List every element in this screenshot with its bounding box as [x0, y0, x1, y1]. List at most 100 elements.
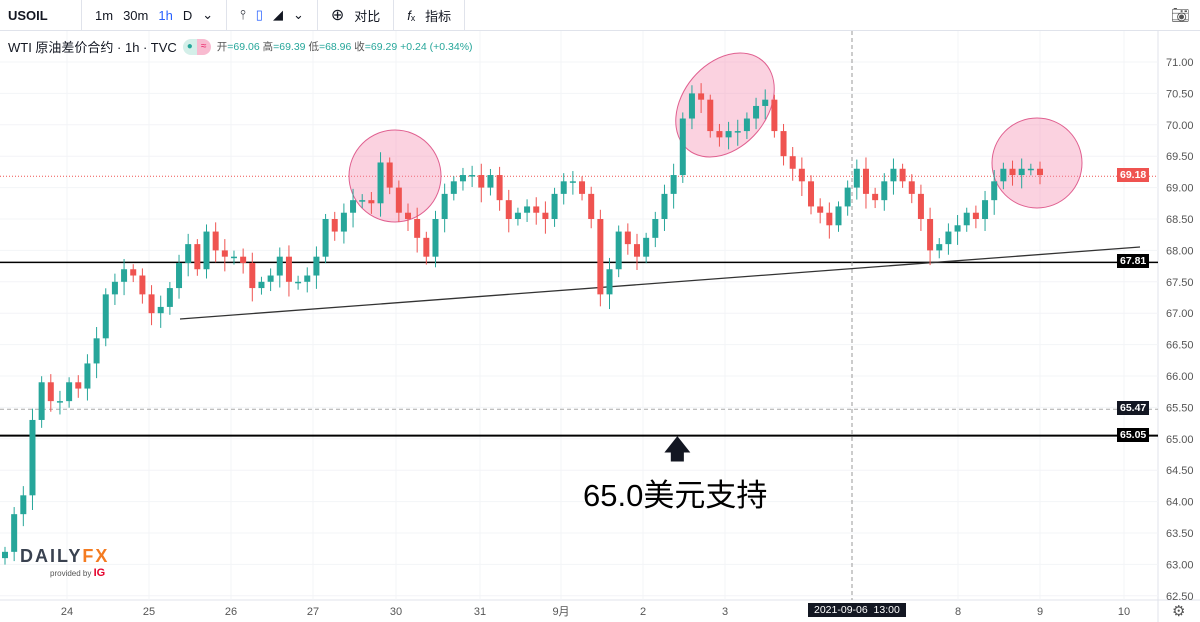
y-tick-label: 70.50: [1166, 88, 1194, 100]
candle-body: [945, 231, 952, 245]
level-price-label: 65.47: [1117, 401, 1150, 416]
y-tick-label: 69.50: [1166, 151, 1194, 163]
x-tick-label: 3: [722, 606, 728, 618]
provided-by-ig: provided by IG: [50, 567, 105, 579]
candle-body: [450, 181, 457, 194]
candle-body: [917, 193, 924, 219]
candle-body: [780, 131, 787, 157]
candle-body: [533, 206, 540, 213]
candle-body: [771, 99, 778, 132]
candle-body: [368, 200, 375, 204]
candle-body: [542, 212, 549, 219]
candle-body: [285, 256, 292, 282]
y-tick-label: 71.00: [1166, 57, 1194, 69]
high-label: 高: [262, 41, 274, 53]
camera-icon[interactable]: 📷︎: [1170, 7, 1190, 24]
bars-icon[interactable]: ⫯: [240, 7, 246, 22]
candle-body: [47, 382, 54, 402]
y-tick-label: 68.00: [1166, 245, 1194, 257]
candle-body: [11, 514, 18, 552]
area-icon[interactable]: ◢: [272, 7, 283, 22]
close-label: 收: [354, 41, 365, 53]
chevron-down-icon[interactable]: ⌄: [202, 7, 214, 22]
candle-body: [716, 131, 723, 138]
x-tick-label: 9: [1037, 606, 1043, 618]
support-annotation: 65.0美元支持: [583, 478, 768, 513]
y-tick-label: 63.00: [1166, 559, 1194, 571]
candle-body: [111, 281, 118, 295]
candle-body: [615, 231, 622, 270]
candle-body: [808, 181, 815, 207]
candle-body: [670, 175, 677, 194]
candle-body: [212, 231, 219, 251]
close-value: =69.29: [364, 41, 398, 53]
candle-body: [102, 294, 109, 339]
symbol-search[interactable]: USOIL: [0, 0, 82, 31]
candle-body: [478, 175, 485, 188]
x-tick-label: 25: [143, 606, 155, 618]
interval-1h[interactable]: 1h: [158, 7, 173, 23]
candle-body: [707, 99, 714, 132]
interval-1m[interactable]: 1m: [95, 7, 114, 23]
candle-body: [652, 219, 659, 238]
candle-body: [514, 212, 521, 219]
x-tick-label: 27: [307, 606, 319, 618]
candle-body: [753, 105, 760, 119]
candle-body: [331, 219, 338, 232]
chart-legend: WTI 原油差价合约 · 1h · TVC ● ≈ 开=69.06 高=69.39…: [8, 37, 473, 56]
candle-body: [743, 118, 750, 132]
interval-d[interactable]: D: [182, 7, 193, 23]
candle-body: [908, 181, 915, 194]
dailyfx-logo: DAILYFX: [20, 546, 110, 566]
compare-label: 对比: [354, 8, 381, 24]
candles-icon[interactable]: ▯: [255, 7, 263, 22]
y-tick-label: 62.50: [1166, 591, 1194, 603]
x-tick-label: 8: [955, 606, 961, 618]
plus-circle-icon: ⊕: [330, 7, 345, 24]
x-tick-label: 30: [390, 606, 402, 618]
change-value: +0.24 (+0.34%): [400, 41, 473, 53]
candle-body: [139, 275, 146, 295]
indicators-button[interactable]: fₓ 指标: [394, 0, 466, 31]
candle-body: [1009, 168, 1016, 176]
candle-body: [249, 262, 256, 289]
candle-body: [954, 225, 961, 232]
candle-body: [1037, 168, 1043, 176]
candle-body: [1018, 168, 1025, 176]
settings-gear-icon[interactable]: ⚙: [1172, 603, 1186, 620]
candle-body: [844, 187, 851, 207]
candle-body: [295, 281, 302, 284]
candle-body: [359, 200, 366, 202]
candle-body: [487, 175, 494, 188]
candle-body: [496, 175, 503, 201]
candle-body: [734, 131, 741, 133]
candle-body: [862, 168, 869, 194]
chevron-down-icon[interactable]: ⌄: [292, 7, 304, 22]
provided-text: provided by: [50, 569, 92, 578]
compare-button[interactable]: ⊕ 对比: [318, 0, 395, 31]
candle-body: [762, 99, 769, 106]
y-tick-label: 64.50: [1166, 465, 1194, 477]
y-tick-label: 66.50: [1166, 340, 1194, 352]
y-tick-label: 68.50: [1166, 214, 1194, 226]
x-tick-label: 10: [1118, 606, 1130, 618]
candle-body: [524, 206, 531, 213]
candle-body: [386, 162, 393, 188]
ohlc-values: 开=69.06 高=69.39 低=68.96 收=69.29 +0.24 (+…: [217, 39, 473, 54]
x-tick-label: 26: [225, 606, 237, 618]
candle-body: [267, 275, 274, 282]
open-label: 开: [216, 41, 228, 53]
candle-body: [789, 156, 796, 169]
interval-30m[interactable]: 30m: [123, 7, 149, 23]
candle-body: [414, 219, 421, 238]
x-tick-label: 31: [474, 606, 486, 618]
y-tick-label: 65.00: [1166, 434, 1194, 446]
y-tick-label: 65.50: [1166, 402, 1194, 414]
candle-body: [432, 219, 439, 257]
low-label: 低: [308, 41, 319, 53]
candle-body: [230, 256, 237, 259]
ig-logo: IG: [93, 567, 106, 579]
y-tick-label: 67.00: [1166, 308, 1194, 320]
status-pill[interactable]: ● ≈: [182, 38, 211, 55]
